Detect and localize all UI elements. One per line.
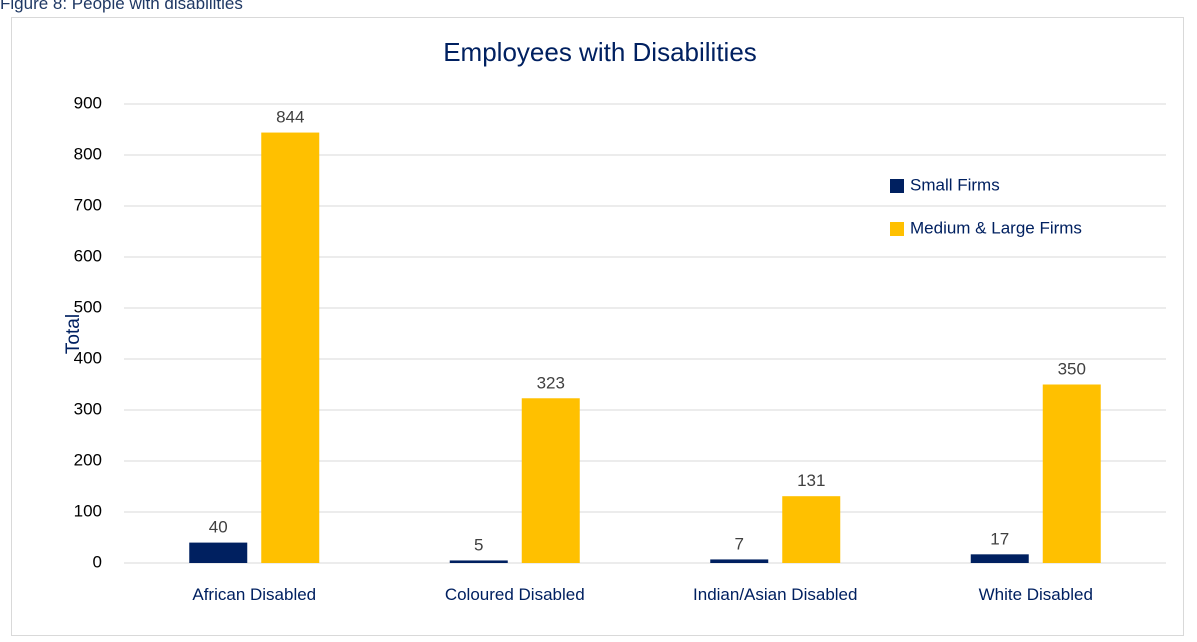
- y-tick-label: 900: [74, 93, 102, 112]
- figure-caption: Figure 8: People with disabilities: [0, 0, 243, 13]
- legend-swatch: [890, 179, 904, 193]
- x-category-label: White Disabled: [979, 585, 1093, 604]
- y-tick-label: 400: [74, 348, 102, 367]
- x-category-label: African Disabled: [192, 585, 316, 604]
- data-label: 350: [1058, 360, 1086, 379]
- y-tick-label: 100: [74, 501, 102, 520]
- data-label: 131: [797, 471, 825, 490]
- y-tick-label: 700: [74, 195, 102, 214]
- legend-label: Small Firms: [910, 175, 1000, 194]
- x-category-label: Coloured Disabled: [445, 585, 585, 604]
- bars: [189, 132, 1101, 563]
- data-label: 17: [990, 529, 1009, 548]
- y-tick-label: 0: [93, 552, 102, 571]
- y-axis-label: Total: [63, 314, 84, 354]
- x-category-label: Indian/Asian Disabled: [693, 585, 857, 604]
- legend-swatch: [890, 222, 904, 236]
- data-label: 844: [276, 108, 304, 127]
- chart-title: Employees with Disabilities: [443, 37, 757, 67]
- y-axis-ticks: 0 100 200 300 400 500 600 700 800 900: [74, 93, 102, 571]
- y-tick-label: 800: [74, 144, 102, 163]
- data-labels: 40 844 5 323 7 131 17 350: [209, 108, 1086, 555]
- data-label: 5: [474, 535, 483, 554]
- data-label: 323: [537, 373, 565, 392]
- bar-medium-large-firms: [261, 132, 320, 563]
- y-tick-label: 500: [74, 297, 102, 316]
- y-tick-label: 300: [74, 399, 102, 418]
- bar-small-firms: [449, 560, 508, 563]
- data-label: 7: [735, 534, 744, 553]
- bar-small-firms: [710, 559, 769, 563]
- bar-medium-large-firms: [1042, 384, 1101, 563]
- legend: Small Firms Medium & Large Firms: [890, 175, 1082, 237]
- bar-medium-large-firms: [782, 496, 841, 563]
- bar-small-firms: [970, 554, 1029, 563]
- bar-medium-large-firms: [521, 398, 580, 563]
- x-axis-categories: African Disabled Coloured Disabled Indian/…: [192, 585, 1093, 604]
- chart-frame: [11, 17, 1184, 636]
- y-tick-label: 200: [74, 450, 102, 469]
- legend-label: Medium & Large Firms: [910, 218, 1082, 237]
- bar-small-firms: [189, 542, 248, 563]
- y-tick-label: 600: [74, 246, 102, 265]
- data-label: 40: [209, 518, 228, 537]
